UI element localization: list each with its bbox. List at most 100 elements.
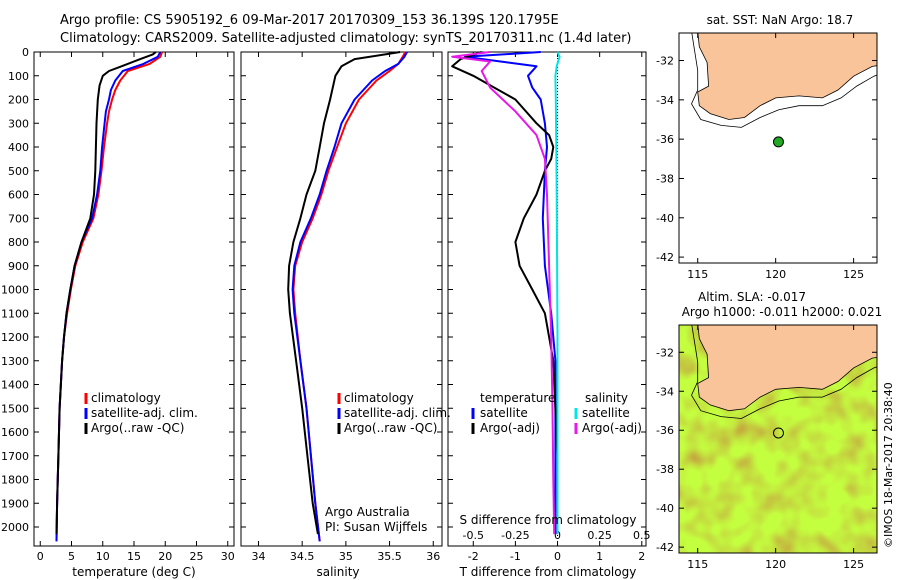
profile-line-2 — [55, 51, 157, 535]
sst-map: sat. SST: NaN Argo: 18.7 115 120 125 -32 -34… — [656, 13, 878, 281]
x-tick-label: 0 — [37, 550, 44, 563]
depth-tick-label: 300 — [8, 117, 29, 130]
depth-tick-label: 200 — [8, 94, 29, 107]
sla-map-contour — [691, 325, 877, 419]
x-tick-label: -1 — [510, 550, 521, 563]
lat-tick-label: -38 — [656, 172, 674, 185]
profile-line-1 — [55, 51, 162, 542]
salinity-difference-scale: -0.5-0.2500.250.5 — [463, 529, 651, 542]
legend-label: Argo(-adj) — [480, 421, 540, 435]
temperature-axes-box — [33, 51, 235, 547]
sst-map-frame — [678, 32, 878, 264]
header-line-2: Climatology: CARS2009. Satellite-adjuste… — [60, 31, 632, 46]
x-tick-label: 15 — [127, 550, 141, 563]
lat-tick-label: -40 — [656, 212, 674, 225]
profile-line-0 — [463, 51, 557, 535]
legend-label: satellite-adj. clim. — [91, 406, 198, 420]
legend-label: satellite — [480, 406, 528, 420]
profile-line-1 — [451, 51, 559, 535]
x-tick-label: 5 — [68, 550, 75, 563]
depth-tick-label: 0 — [22, 46, 29, 59]
lat-tick-label: -32 — [656, 55, 674, 68]
legend-salinity-title: salinity — [585, 391, 628, 405]
salinity-axes-box — [240, 51, 443, 547]
legend-label: Argo(-adj) — [582, 421, 642, 435]
lon-tick-label: 120 — [765, 558, 786, 571]
legend-label: climatology — [344, 391, 414, 405]
lon-tick-label: 120 — [765, 268, 786, 281]
legend-label: satellite — [582, 406, 630, 420]
sla-map-frame — [678, 324, 878, 554]
lat-tick-label: -36 — [656, 424, 674, 437]
sst-map-land — [697, 33, 877, 120]
sla-map: Altim. SLA: -0.017 Argo h1000: -0.011 h2… — [656, 290, 883, 571]
temperature-panel: 0100200300400500600700800900100011001200… — [1, 46, 235, 579]
lat-tick-label: -34 — [656, 94, 674, 107]
lon-tick-label: 125 — [843, 268, 864, 281]
temperature-x-axis: 0 5 10 15 20 25 30 — [37, 52, 235, 563]
depth-tick-label: 800 — [8, 236, 29, 249]
lat-tick-label: -40 — [656, 502, 674, 515]
s-tick-label: 0.5 — [633, 529, 651, 542]
legend-label: Argo(..raw -QC) — [91, 421, 184, 435]
depth-tick-label: 1200 — [1, 331, 29, 344]
depth-tick-label: 2000 — [1, 521, 29, 534]
x-tick-label: 25 — [190, 550, 204, 563]
salinity-x-axis: 34 34.5 35 35.5 36 — [251, 52, 440, 563]
depth-tick-label: 1100 — [1, 307, 29, 320]
depth-tick-label: 600 — [8, 189, 29, 202]
depth-tick-label: 1500 — [1, 402, 29, 415]
salinity-panel: 34 34.5 35 35.5 36 climatologysatellite-adj.… — [240, 51, 451, 579]
lon-tick-label: 115 — [687, 558, 708, 571]
salinity-depth-ticks — [241, 51, 442, 528]
depth-tick-label: 1300 — [1, 355, 29, 368]
salinity-axis-label: salinity — [316, 565, 359, 579]
lat-tick-label: -32 — [656, 346, 674, 359]
profile-line-2 — [554, 51, 561, 535]
lat-tick-label: -42 — [656, 251, 674, 264]
t-difference-label: T difference from climatology — [459, 565, 637, 579]
depth-tick-label: 900 — [8, 260, 29, 273]
depth-tick-label: 1400 — [1, 379, 29, 392]
difference-axes-box — [447, 51, 647, 547]
lat-tick-label: -38 — [656, 463, 674, 476]
x-tick-label: 1 — [596, 550, 603, 563]
x-tick-label: 35.5 — [377, 550, 402, 563]
temperature-axis-label: temperature (deg C) — [72, 565, 195, 579]
lon-tick-label: 115 — [687, 268, 708, 281]
s-tick-label: -0.5 — [463, 529, 484, 542]
difference-depth-ticks — [448, 51, 646, 528]
sst-map-axes: 115 120 125 -32 -34 -36 -38 -40 -42 — [656, 33, 877, 281]
argo-australia-label: Argo Australia — [325, 505, 410, 519]
sla-map-title-1: Altim. SLA: -0.017 — [698, 290, 806, 304]
difference-series — [451, 51, 561, 535]
pi-label: PI: Susan Wijffels — [325, 520, 427, 534]
lat-tick-label: -42 — [656, 541, 674, 554]
sst-map-shelf-contour — [691, 33, 877, 128]
sla-map-title-2: Argo h1000: -0.011 h2000: 0.021 — [682, 305, 883, 319]
x-tick-label: 0 — [554, 550, 561, 563]
depth-tick-label: 100 — [8, 70, 29, 83]
lon-tick-label: 125 — [843, 558, 864, 571]
x-tick-label: 35 — [339, 550, 353, 563]
lat-tick-label: -36 — [656, 133, 674, 146]
legend-label: satellite-adj. clim. — [344, 406, 451, 420]
temperature-series — [55, 51, 164, 542]
sla-map-land — [697, 325, 877, 412]
profile-line-0 — [292, 51, 407, 542]
sla-map-axes: 115 120 125 -32 -34 -36 -38 -40 -42 — [656, 325, 877, 571]
x-tick-label: -2 — [468, 550, 479, 563]
sst-map-title: sat. SST: NaN Argo: 18.7 — [707, 13, 854, 27]
depth-tick-label: 1600 — [1, 426, 29, 439]
argo-float-marker — [772, 136, 784, 148]
legend-label: Argo(..raw -QC) — [344, 421, 437, 435]
x-tick-label: 2 — [638, 550, 645, 563]
depth-tick-label: 700 — [8, 212, 29, 225]
x-tick-label: 30 — [221, 550, 235, 563]
profile-line-1 — [291, 51, 408, 542]
imos-credit: ©IMOS 18-Mar-2017 20:38:40 — [882, 382, 895, 548]
header-line-1: Argo profile: CS 5905192_6 09-Mar-2017 2… — [60, 13, 559, 28]
